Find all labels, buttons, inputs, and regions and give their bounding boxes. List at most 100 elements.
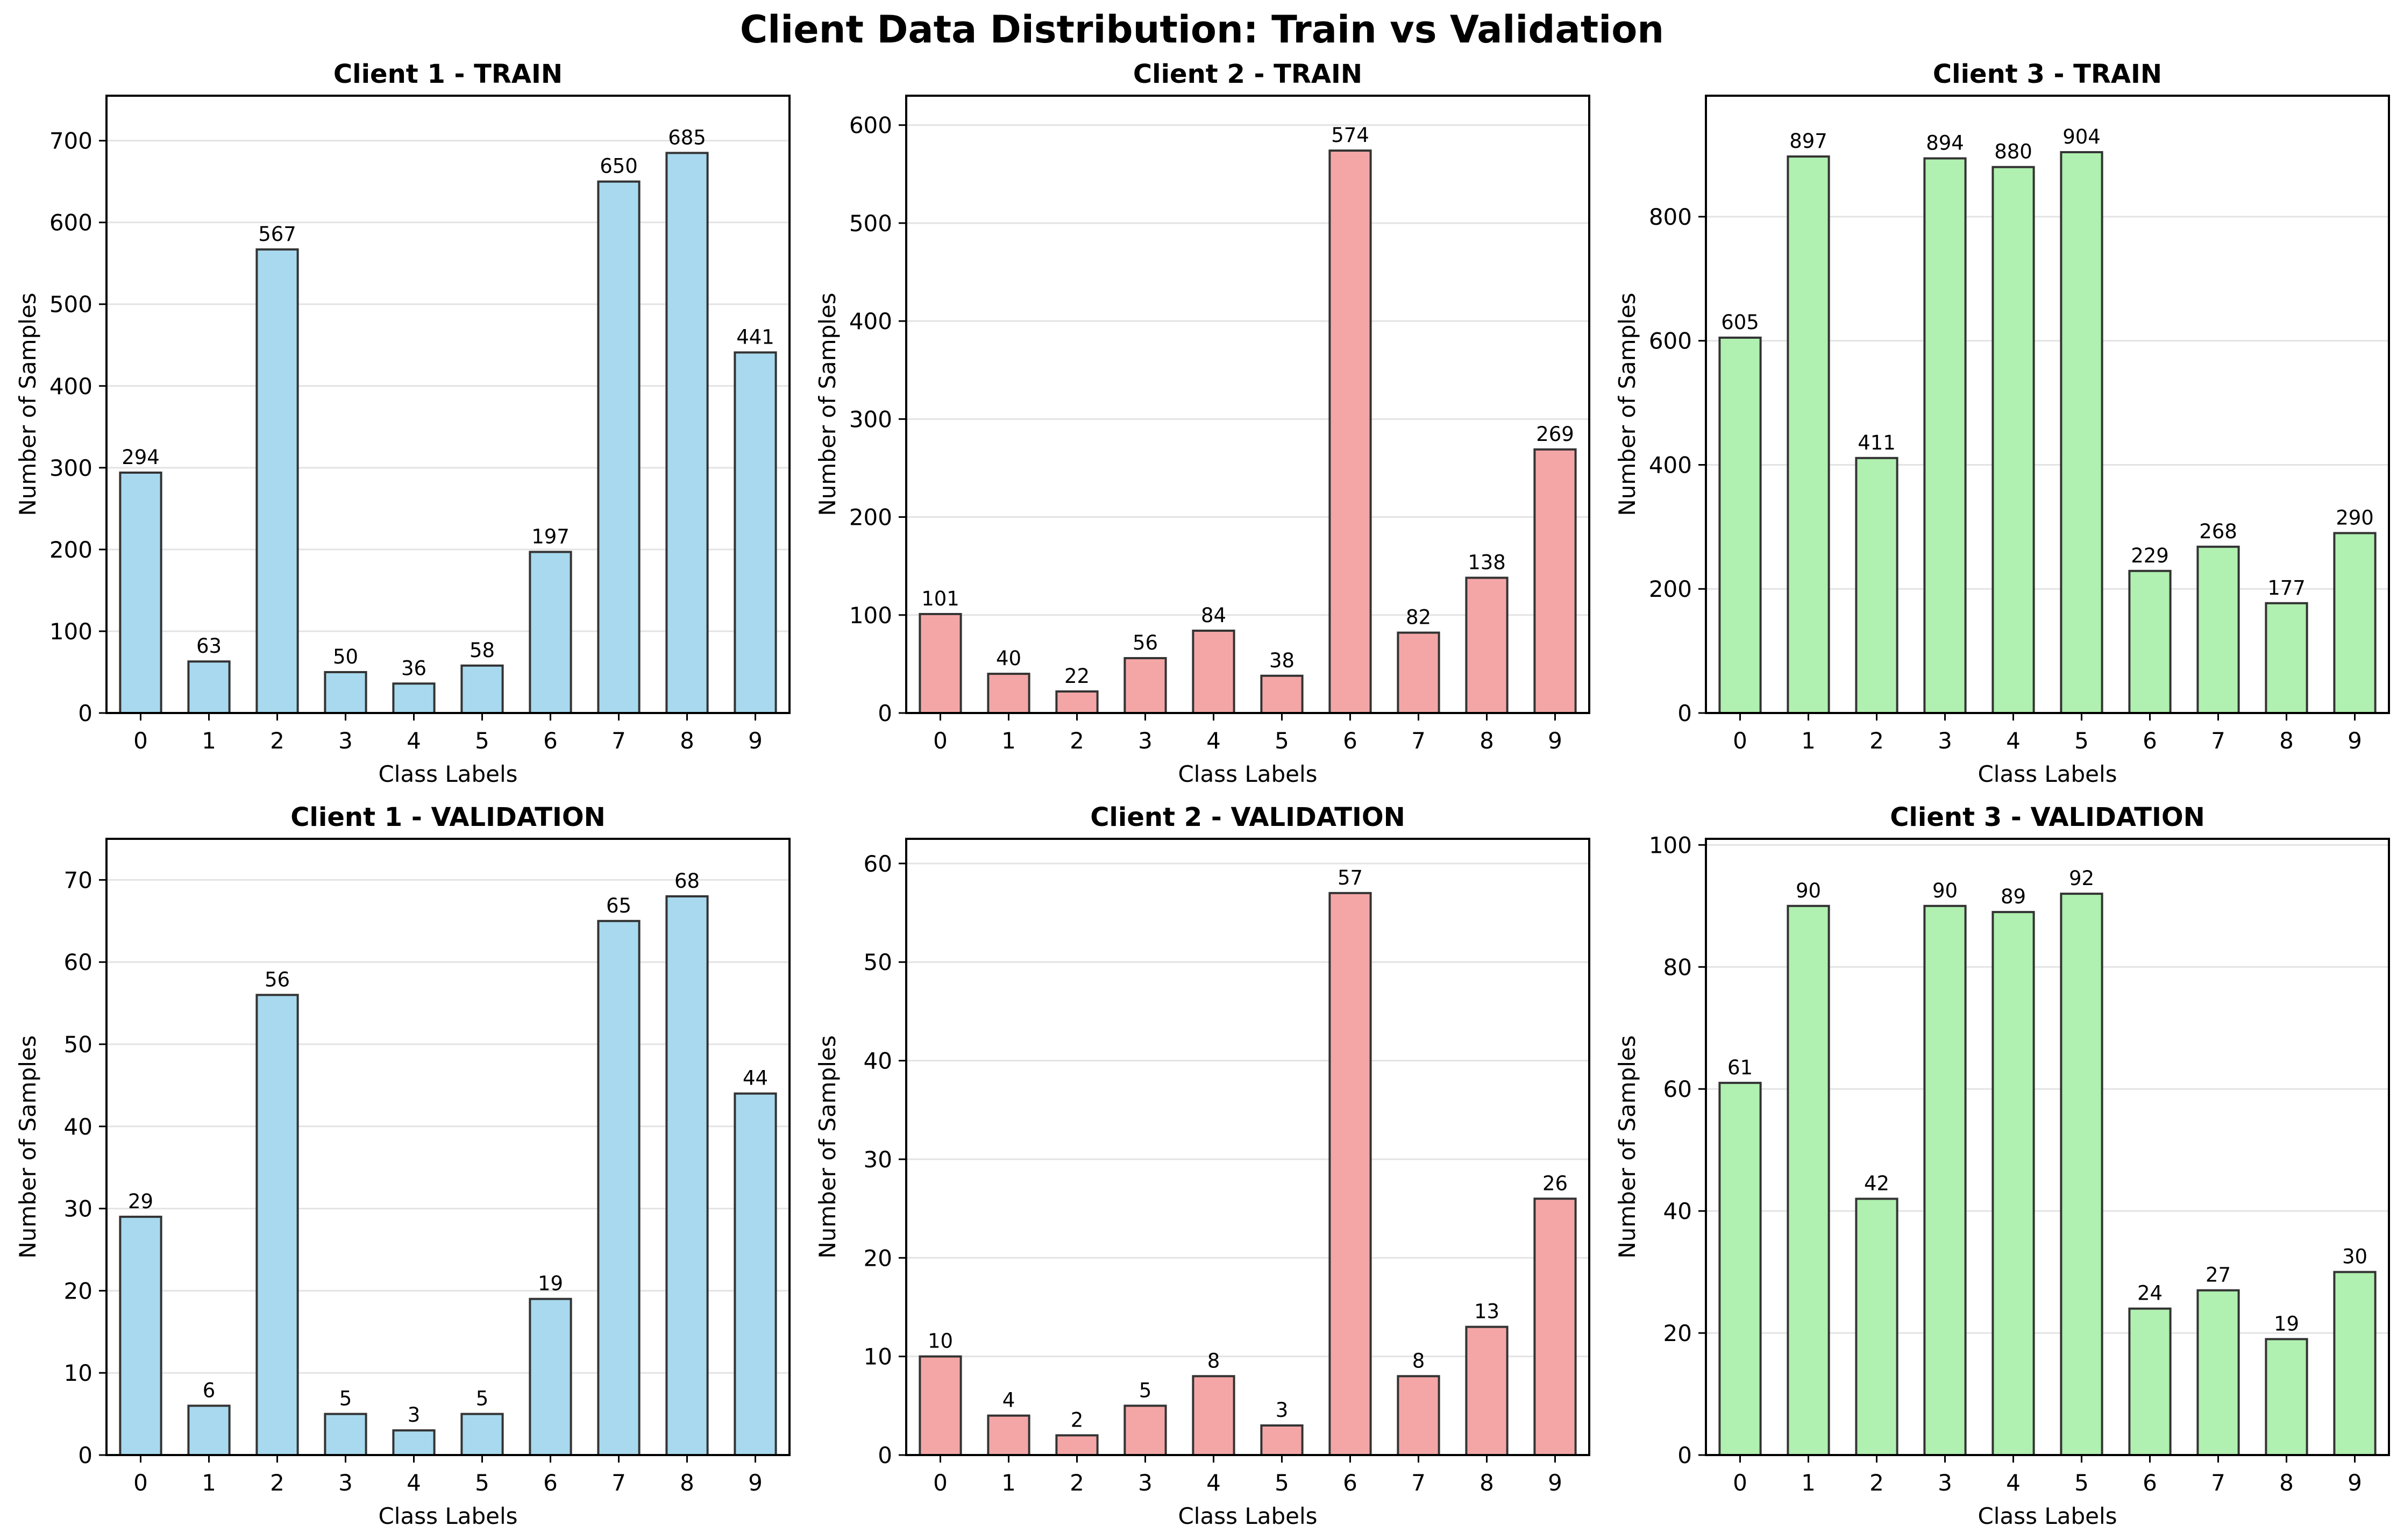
x-tick-label: 6 [2143,728,2157,754]
bar-value-label: 3 [408,1403,421,1427]
bar-value-label: 3 [1276,1399,1289,1422]
bar-3 [1923,157,1967,714]
bar-6 [2128,569,2172,715]
x-axis-label: Class Labels [378,1503,517,1529]
bar-value-label: 880 [1994,140,2032,163]
bar-value-label: 2 [1071,1408,1084,1431]
y-tick-label: 100 [849,602,892,629]
bar-3 [324,1413,367,1457]
bar-0 [919,1355,962,1456]
bar-value-label: 101 [921,587,959,610]
bar-0 [919,612,962,715]
y-tick-label: 20 [1663,1320,1692,1346]
bar-8 [665,152,709,714]
bar-value-label: 650 [600,155,638,178]
y-axis-label: Number of Samples [814,293,841,516]
y-tick-label: 600 [849,112,892,139]
y-axis-label: Number of Samples [15,1035,41,1258]
y-axis-label: Number of Samples [15,293,41,516]
bar-4 [1192,1375,1235,1457]
bar-value-label: 441 [736,325,774,348]
y-tick-label: 70 [64,867,93,893]
x-tick-label: 2 [1070,1470,1084,1496]
bar-6 [1328,892,1372,1456]
x-tick-label: 1 [202,1470,216,1496]
bar-value-label: 50 [333,645,358,668]
y-tick-label: 30 [64,1196,93,1222]
x-tick-label: 8 [1480,1470,1494,1496]
axes-frame [105,95,791,714]
x-tick-label: 2 [270,1470,285,1496]
x-tick-label: 4 [407,728,421,754]
y-tick-label: 300 [849,406,892,432]
bar-value-label: 605 [1721,311,1759,334]
bar-1 [1787,904,1830,1456]
y-tick-label: 0 [878,1442,892,1468]
x-tick-label: 7 [1411,728,1426,754]
x-tick-label: 2 [1869,1470,1884,1496]
bar-value-label: 68 [674,869,700,893]
x-tick-label: 2 [270,728,285,754]
y-tick-label: 40 [864,1048,892,1074]
subplot-title: Client 1 - TRAIN [333,59,563,89]
bar-value-label: 56 [265,968,290,991]
bar-value-label: 89 [2001,885,2026,908]
bar-value-label: 897 [1789,130,1827,153]
bar-value-label: 38 [1269,649,1295,672]
bar-5 [2060,151,2103,715]
bar-value-label: 63 [196,634,222,658]
y-tick-label: 500 [849,210,892,237]
x-tick-label: 3 [1138,728,1153,754]
x-tick-label: 6 [1343,728,1357,754]
bar-value-label: 40 [996,647,1021,670]
axes-frame [905,95,1590,714]
bar-value-label: 685 [668,126,706,149]
bar-2 [1055,1434,1099,1456]
axes-frame [1705,838,2390,1456]
x-tick-label: 7 [2211,1470,2225,1496]
bar-5 [460,664,504,715]
bar-value-label: 177 [2267,576,2306,600]
bar-0 [1718,336,1762,714]
y-tick-label: 60 [1663,1076,1692,1102]
x-tick-label: 0 [133,728,148,754]
x-tick-label: 0 [933,728,948,754]
y-tick-label: 50 [64,1031,93,1058]
bar-value-label: 58 [470,639,495,662]
y-tick-label: 100 [1649,832,1692,858]
x-tick-label: 9 [748,728,763,754]
bar-value-label: 197 [531,525,570,548]
x-tick-label: 3 [1938,1470,1952,1496]
bar-value-label: 567 [258,223,296,246]
bar-9 [2333,1271,2377,1457]
x-tick-label: 3 [1138,1470,1153,1496]
bar-value-label: 92 [2069,867,2094,890]
bar-4 [1992,911,2035,1457]
bar-6 [1328,149,1372,714]
bar-9 [1533,1197,1577,1456]
bar-3 [1923,904,1967,1456]
bar-1 [187,660,231,715]
bar-8 [2265,1338,2308,1456]
x-tick-label: 1 [1801,1470,1816,1496]
bar-9 [734,1092,777,1457]
x-tick-label: 4 [2006,728,2021,754]
bar-5 [2060,893,2103,1456]
bar-value-label: 42 [1864,1172,1889,1195]
y-tick-label: 400 [849,308,892,334]
bar-value-label: 56 [1133,631,1158,654]
bar-6 [529,551,572,715]
x-tick-label: 9 [1548,728,1562,754]
x-tick-label: 2 [1869,728,1884,754]
bar-5 [1260,674,1304,715]
x-tick-label: 0 [1733,728,1747,754]
y-tick-label: 500 [49,291,93,318]
bar-8 [1465,576,1509,714]
bar-2 [1855,457,1898,715]
bar-value-label: 5 [1139,1379,1152,1402]
bar-8 [1465,1325,1509,1457]
x-tick-label: 5 [2074,1470,2089,1496]
x-tick-label: 1 [1001,1470,1016,1496]
